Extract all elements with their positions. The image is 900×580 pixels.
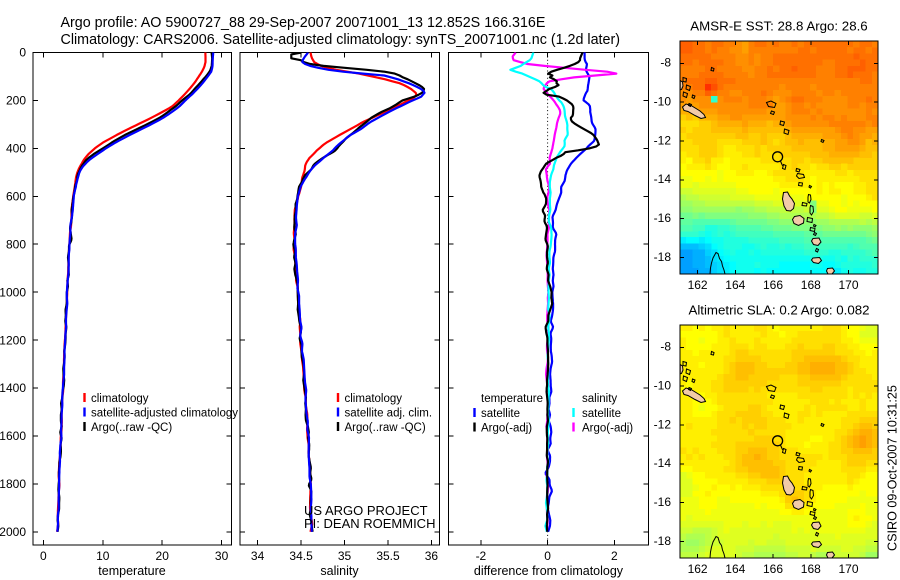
svg-text:Altimetric SLA: 0.2 Argo: 0.08: Altimetric SLA: 0.2 Argo: 0.082 (688, 303, 869, 318)
svg-text:34.5: 34.5 (289, 549, 313, 563)
svg-text:164: 164 (725, 278, 745, 292)
svg-text:166: 166 (763, 278, 783, 292)
svg-text:162: 162 (688, 278, 708, 292)
svg-text:20: 20 (156, 549, 170, 563)
svg-text:0: 0 (544, 549, 551, 563)
svg-text:170: 170 (838, 278, 858, 292)
svg-text:600: 600 (6, 190, 26, 204)
svg-text:30: 30 (215, 549, 229, 563)
svg-text:AMSR-E SST: 28.8 Argo: 28.6: AMSR-E SST: 28.8 Argo: 28.6 (690, 19, 867, 34)
svg-text:168: 168 (801, 562, 821, 576)
svg-text:-8: -8 (660, 56, 671, 70)
svg-text:34: 34 (251, 549, 265, 563)
svg-text:-10: -10 (654, 95, 672, 109)
svg-text:1600: 1600 (0, 429, 26, 443)
svg-text:36: 36 (425, 549, 439, 563)
svg-text:400: 400 (6, 142, 26, 156)
svg-text:-18: -18 (654, 250, 672, 264)
svg-text:climatology: climatology (91, 393, 149, 405)
svg-text:2000: 2000 (0, 525, 26, 539)
svg-text:climatology: climatology (345, 393, 403, 405)
svg-text:0: 0 (19, 46, 26, 60)
svg-text:-16: -16 (654, 211, 672, 225)
svg-text:satellite: satellite (582, 408, 621, 420)
svg-text:PI: DEAN ROEMMICH: PI: DEAN ROEMMICH (304, 516, 435, 531)
svg-text:0: 0 (40, 549, 47, 563)
svg-text:satellite: satellite (481, 408, 520, 420)
svg-text:Argo profile: AO 5900727_88 29: Argo profile: AO 5900727_88 29-Sep-2007 … (61, 15, 546, 31)
svg-text:CSIRO 09-Oct-2007 10:31:25: CSIRO 09-Oct-2007 10:31:25 (886, 385, 900, 551)
svg-text:-10: -10 (654, 379, 672, 393)
svg-text:-12: -12 (654, 133, 672, 147)
svg-text:temperature: temperature (98, 564, 165, 578)
svg-text:salinity: salinity (320, 564, 359, 578)
svg-text:168: 168 (801, 278, 821, 292)
svg-text:2: 2 (611, 549, 618, 563)
svg-text:35.5: 35.5 (376, 549, 400, 563)
svg-text:-18: -18 (654, 534, 672, 548)
svg-text:164: 164 (725, 562, 745, 576)
svg-text:1800: 1800 (0, 477, 26, 491)
svg-text:-2: -2 (476, 549, 487, 563)
svg-text:Argo(-adj): Argo(-adj) (481, 423, 532, 435)
svg-text:Climatology: CARS2006. Satelli: Climatology: CARS2006. Satellite-adjuste… (61, 32, 620, 48)
svg-text:temperature: temperature (481, 393, 543, 405)
svg-text:1200: 1200 (0, 333, 26, 347)
svg-text:Argo(..raw -QC): Argo(..raw -QC) (345, 422, 426, 434)
svg-text:-14: -14 (654, 172, 672, 186)
svg-text:US ARGO PROJECT: US ARGO PROJECT (304, 503, 428, 518)
svg-text:162: 162 (688, 562, 708, 576)
svg-text:170: 170 (838, 562, 858, 576)
svg-text:Argo(-adj): Argo(-adj) (582, 423, 633, 435)
svg-text:Argo(..raw -QC): Argo(..raw -QC) (91, 422, 172, 434)
svg-text:10: 10 (96, 549, 110, 563)
svg-text:difference from climatology: difference from climatology (474, 564, 624, 578)
svg-text:-8: -8 (660, 340, 671, 354)
svg-text:1400: 1400 (0, 381, 26, 395)
svg-text:salinity: salinity (582, 393, 617, 405)
svg-text:-16: -16 (654, 495, 672, 509)
svg-text:200: 200 (6, 94, 26, 108)
svg-text:166: 166 (763, 562, 783, 576)
svg-text:satellite adj. clim.: satellite adj. clim. (345, 408, 433, 420)
svg-text:-12: -12 (654, 417, 672, 431)
svg-text:1000: 1000 (0, 285, 26, 299)
svg-text:-14: -14 (654, 456, 672, 470)
svg-text:satellite-adjusted climatology: satellite-adjusted climatology (91, 408, 238, 420)
svg-text:35: 35 (338, 549, 352, 563)
svg-text:800: 800 (6, 237, 26, 251)
